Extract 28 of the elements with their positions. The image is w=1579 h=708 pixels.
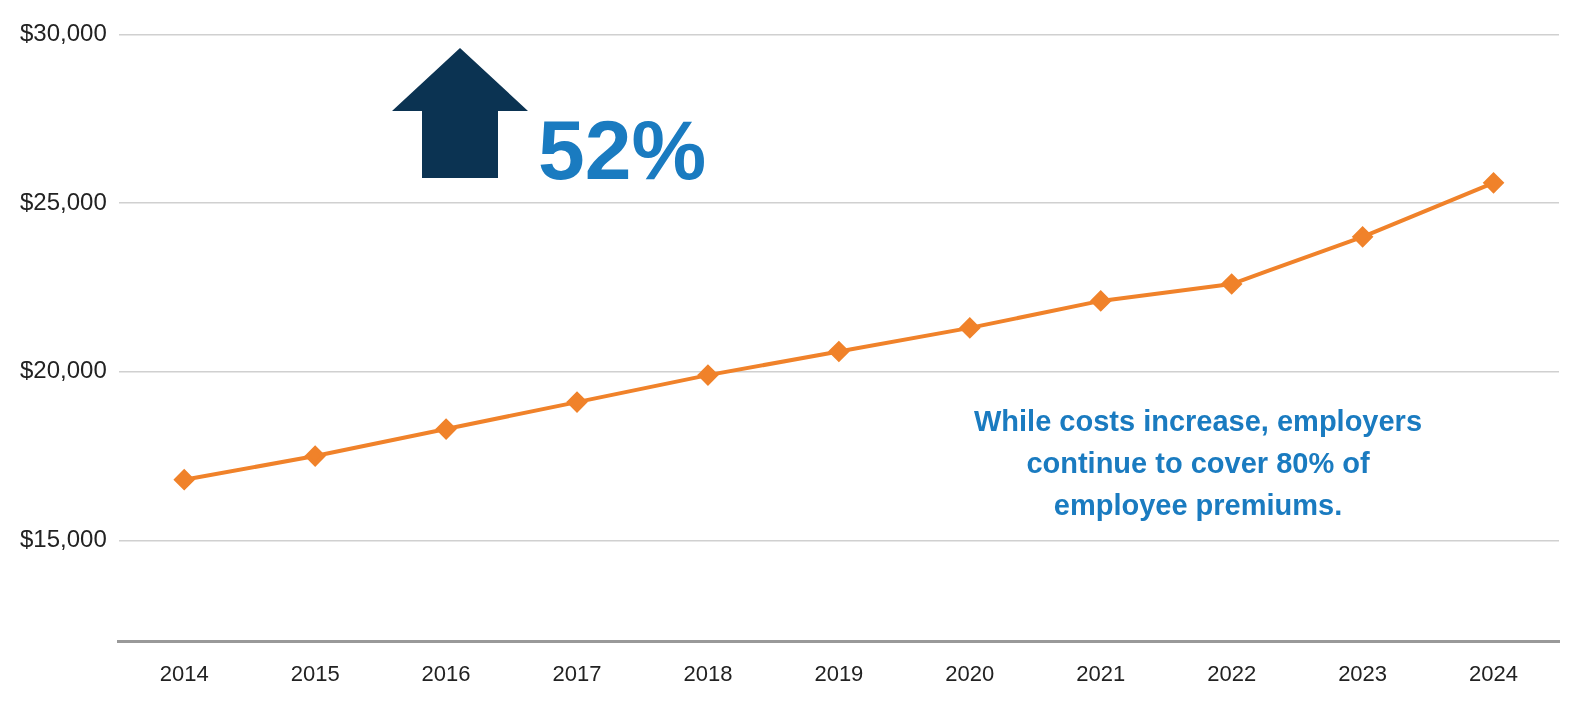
annotation: While costs increase, employers continue to cover 80% of employee premiums. [972,404,1424,524]
point [1090,290,1111,311]
x-tick-label: 2021 [1076,660,1126,686]
point [1483,172,1504,193]
x-tick-label: 2016 [421,660,471,686]
x-tick-label: 2023 [1338,660,1388,686]
y-tick-label: $20,000 [19,356,107,384]
point [1352,226,1373,247]
point [697,365,718,386]
point [567,392,588,413]
x-tick-label: 2017 [552,660,602,686]
annotation: 52% [538,103,707,197]
x-tick-label: 2022 [1207,660,1257,686]
point [174,469,195,490]
x-tick-label: 2024 [1469,660,1519,686]
x-tick-label: 2014 [159,660,209,686]
point [828,341,849,362]
x-tick-label: 2015 [290,660,340,686]
point [1221,274,1242,295]
x-tick-label: 2019 [814,660,864,686]
y-tick-label: $25,000 [19,187,107,215]
x-tick-label: 2018 [683,660,733,686]
point [436,419,457,440]
point [959,317,980,338]
y-tick-label: $30,000 [19,19,107,47]
x-tick-label: 2020 [945,660,995,686]
point [305,446,326,467]
y-tick-label: $15,000 [19,525,107,553]
